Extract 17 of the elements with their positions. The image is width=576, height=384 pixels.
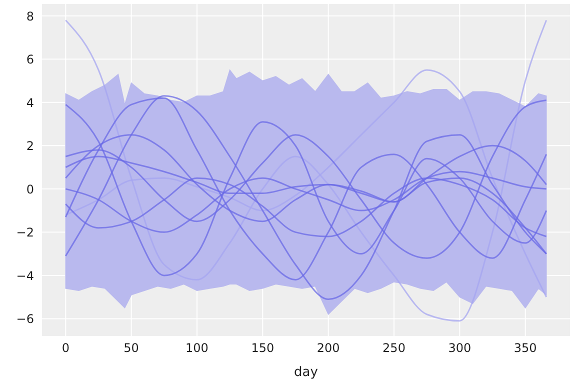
x-tick-label: 50 [124,341,139,355]
x-tick-label: 200 [316,341,340,355]
y-tick-label: 0 [26,182,34,196]
y-tick-label: −4 [16,268,34,283]
x-tick-label: 150 [251,341,274,355]
y-tick-label: 4 [26,96,34,110]
y-tick-label: 6 [26,52,34,67]
x-tick-label: 300 [448,341,472,355]
x-axis-title: day [294,365,318,380]
y-tick-label: 8 [26,9,34,24]
x-tick-label: 350 [514,341,537,355]
y-tick-label: −6 [16,312,34,326]
y-tick-label: 2 [26,139,34,154]
x-tick-label: 250 [382,341,406,355]
x-tick-label: 100 [186,341,208,355]
x-tick-label: 0 [62,341,70,355]
y-tick-label: −2 [16,226,34,240]
